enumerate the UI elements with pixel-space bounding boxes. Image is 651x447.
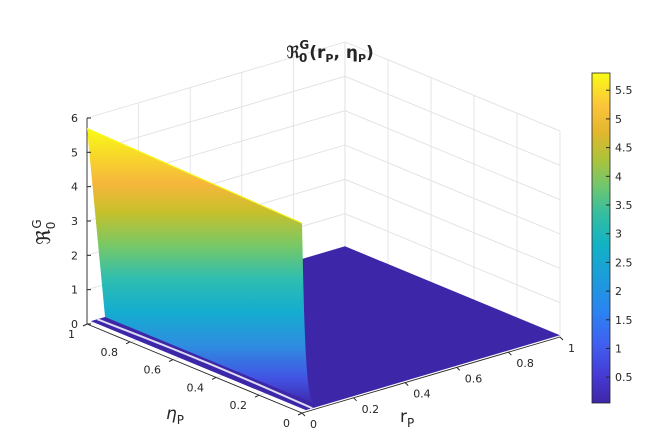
y-tick-mark — [168, 359, 174, 363]
sidewall-grid-z — [344, 178, 561, 269]
z-tick-label: 6 — [71, 112, 78, 125]
sidewall-grid-z — [344, 213, 561, 304]
x-tick-label: 0.8 — [516, 357, 534, 370]
colorbar: 0.5 1 1.5 2 2.5 3 3.5 4 4.5 5 5.5 — [591, 72, 633, 404]
colorbar-tick-label: 5.5 — [615, 84, 633, 97]
colorbar-tick-label: 2 — [615, 285, 622, 298]
x-tick-label: 0.2 — [362, 403, 380, 416]
title-sub: 0 — [299, 51, 307, 65]
surface-wall — [87, 128, 321, 406]
backwall-grid-z — [86, 75, 346, 153]
ylabel-sub: P — [177, 413, 184, 427]
z-tick-label: 3 — [71, 215, 78, 228]
z-tick-label: 0 — [71, 318, 78, 331]
surface-top-edge — [86, 127, 303, 224]
y-tick-label: 1 — [68, 328, 75, 341]
z-tick-label: 5 — [71, 146, 78, 159]
sidewall-grid-z — [344, 75, 561, 166]
colorbar-tick-label: 1 — [615, 342, 622, 355]
y-tick-mark — [254, 394, 260, 398]
z-tick-label: 2 — [71, 249, 78, 262]
y-axis-line — [86, 323, 303, 414]
y-axis-label: ηP — [166, 404, 184, 427]
x-axis-label: rP — [400, 407, 414, 430]
x-tick-label: 0.4 — [413, 388, 431, 401]
title-args-sub: P — [325, 52, 333, 65]
x-tick-mark — [404, 382, 409, 386]
xlabel-sub: P — [407, 416, 414, 430]
colorbar-tick-label: 4.5 — [615, 142, 633, 155]
x-tick-label: 1 — [568, 342, 575, 355]
x-tick-mark — [301, 412, 306, 417]
colorbar-tick-label: 3.5 — [615, 199, 633, 212]
colorbar-tick-label: 2.5 — [615, 256, 633, 269]
chart-title: ℜ0G(rP, ηP) — [286, 38, 374, 65]
backwall-grid-z — [86, 41, 346, 119]
x-tick-mark — [508, 351, 512, 356]
colorbar-tick-label: 3 — [615, 228, 622, 241]
y-tick-label: 0.8 — [101, 346, 119, 359]
zlabel-sub: 0 — [44, 222, 58, 230]
z-tick-label: 1 — [71, 284, 78, 297]
x-tick-label: 0 — [310, 418, 317, 431]
y-tick-mark — [297, 412, 303, 416]
colorbar-tick-label: 5 — [615, 113, 622, 126]
y-tick-label: 0.4 — [187, 381, 205, 394]
y-tick-label: 0.6 — [144, 364, 162, 377]
zlabel-sup: G — [30, 219, 44, 228]
x-tick-label: 0.6 — [465, 372, 483, 385]
x-tick-mark — [456, 367, 461, 371]
x-tick-mark — [353, 397, 357, 402]
title-sup: G — [299, 38, 309, 52]
sidewall-grid-z — [344, 144, 561, 235]
z-axis-label: ℜ0G — [30, 219, 58, 244]
y-tick-mark — [125, 341, 131, 345]
x-axis-line — [301, 336, 561, 414]
y-tick-label: 0.2 — [230, 399, 248, 412]
x-tick-mark — [559, 336, 564, 341]
colorbar-tick-label: 0.5 — [615, 371, 633, 384]
title-args-sub2: P — [358, 52, 366, 65]
svg-text:ℜ0G: ℜ0G — [30, 219, 58, 244]
colorbar-fill — [591, 72, 611, 404]
y-tick-mark — [211, 376, 217, 380]
sidewall-grid-z — [344, 110, 561, 201]
surface — [86, 127, 561, 411]
colorbar-tick-label: 1.5 — [615, 314, 633, 327]
z-tick-label: 4 — [71, 181, 78, 194]
y-tick-label: 0 — [283, 417, 290, 430]
colorbar-tick-label: 4 — [615, 170, 622, 183]
surface-rim — [96, 318, 313, 410]
sidewall-grid-z — [344, 41, 561, 132]
y-tick-mark — [82, 323, 88, 327]
